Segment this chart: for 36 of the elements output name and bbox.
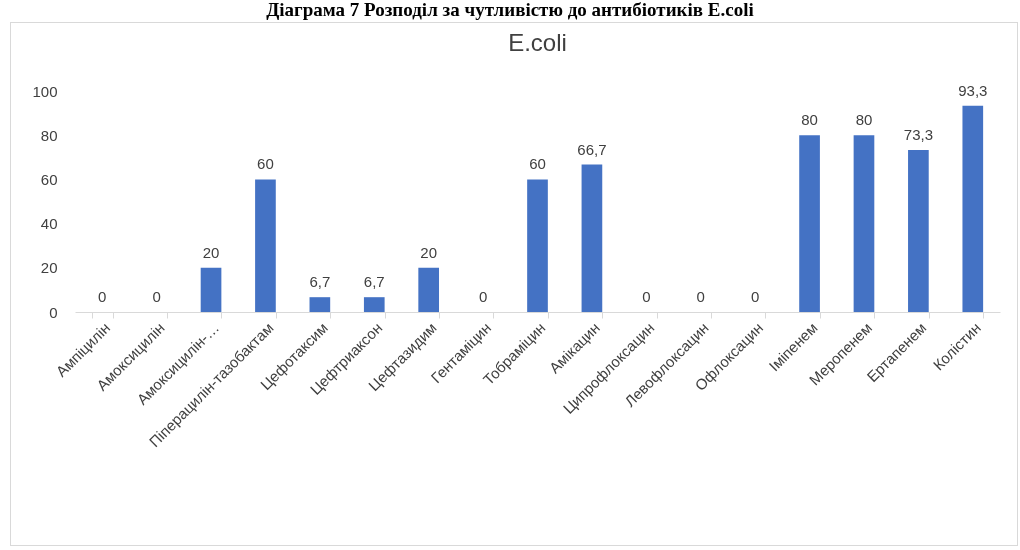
bar xyxy=(527,179,548,312)
data-label: 6,7 xyxy=(363,273,385,291)
bar xyxy=(908,150,929,312)
y-tick-label: 0 xyxy=(49,303,58,321)
data-label: 20 xyxy=(420,243,438,261)
y-tick-label: 60 xyxy=(40,170,58,188)
bar xyxy=(255,179,276,312)
data-label: 66,7 xyxy=(577,140,607,158)
text: Діаграма 7 Розподіл за чутливістю до антибіотиків E.coli xyxy=(265,0,755,22)
data-label: 0 xyxy=(696,288,705,305)
data-label: 93,3 xyxy=(958,81,988,99)
chart-title: E.coli xyxy=(508,28,567,56)
bar xyxy=(309,297,331,312)
data-label: 73,3 xyxy=(903,126,933,144)
y-tick-label: 100 xyxy=(32,82,58,100)
data-label: 20 xyxy=(202,243,220,261)
y-tick-label: 80 xyxy=(40,126,58,144)
bar xyxy=(581,164,603,312)
bar xyxy=(799,135,820,312)
data-label: 0 xyxy=(152,288,161,305)
data-label: 0 xyxy=(98,288,107,305)
data-label: 80 xyxy=(801,111,818,129)
data-label: 0 xyxy=(478,288,488,305)
bar xyxy=(418,267,440,312)
data-label: 0 xyxy=(642,288,651,305)
data-label: 60 xyxy=(257,155,274,173)
bar xyxy=(363,297,385,312)
y-tick-label: 20 xyxy=(40,259,58,277)
bar xyxy=(200,267,222,312)
y-tick-label: 40 xyxy=(40,215,58,233)
data-label: 60 xyxy=(529,155,546,173)
bar xyxy=(853,135,875,312)
data-label: 0 xyxy=(750,288,760,305)
data-label: 80 xyxy=(855,111,873,129)
bar xyxy=(962,105,984,312)
data-label: 6,7 xyxy=(309,273,331,291)
